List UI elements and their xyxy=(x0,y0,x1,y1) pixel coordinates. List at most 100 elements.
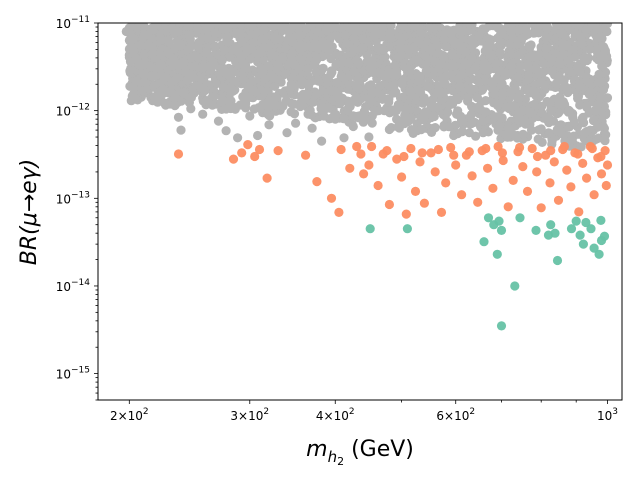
grey-point xyxy=(281,96,291,106)
grey-point xyxy=(538,58,548,68)
data-point xyxy=(417,148,427,158)
grey-point xyxy=(524,70,534,80)
grey-point xyxy=(555,58,566,69)
data-point xyxy=(273,146,283,156)
grey-point xyxy=(497,79,507,89)
data-point xyxy=(558,99,569,109)
grey-point xyxy=(485,23,495,28)
data-point xyxy=(433,144,443,155)
x-axis-label-unit: (GeV) xyxy=(344,437,414,462)
grey-point xyxy=(523,62,533,72)
data-point xyxy=(502,102,512,112)
x-axis-label: mh2 (GeV) xyxy=(306,437,414,468)
grey-point xyxy=(249,30,259,41)
data-point xyxy=(481,143,491,154)
grey-point xyxy=(559,76,569,86)
grey-point xyxy=(514,25,525,35)
grey-point xyxy=(176,23,186,28)
data-point xyxy=(303,64,313,74)
grey-point xyxy=(418,115,428,125)
grey-point xyxy=(248,23,258,29)
grey-point xyxy=(531,63,541,74)
data-point xyxy=(339,133,349,143)
data-point xyxy=(312,89,322,99)
data-point xyxy=(143,30,153,40)
data-point xyxy=(473,197,483,207)
data-point xyxy=(515,142,525,153)
data-point xyxy=(334,207,344,217)
grey-point xyxy=(287,48,297,59)
grey-point xyxy=(541,112,551,122)
grey-point xyxy=(326,86,336,96)
data-point xyxy=(335,99,345,109)
series-1 xyxy=(173,140,613,219)
grey-point xyxy=(564,105,574,115)
data-point xyxy=(596,215,606,225)
grey-point xyxy=(529,99,540,109)
grey-point xyxy=(546,106,556,116)
grey-point xyxy=(333,85,343,95)
data-point xyxy=(546,220,556,230)
x-tick-label: 4×102 xyxy=(316,407,355,423)
data-point xyxy=(455,81,465,91)
data-point xyxy=(562,165,572,175)
grey-point xyxy=(293,23,303,31)
grey-point xyxy=(269,73,279,83)
data-point xyxy=(430,167,440,177)
y-tick-label: 10−12 xyxy=(56,103,90,119)
grey-point xyxy=(331,30,341,40)
grey-point xyxy=(497,113,507,123)
grey-dense-band xyxy=(124,23,613,152)
grey-point xyxy=(392,70,402,80)
data-point xyxy=(136,40,146,50)
grey-point xyxy=(584,89,594,99)
grey-point xyxy=(304,79,314,89)
data-point xyxy=(479,237,489,247)
data-point xyxy=(206,65,216,75)
grey-point xyxy=(578,112,588,122)
data-point xyxy=(590,106,600,116)
data-point xyxy=(401,209,411,219)
grey-point xyxy=(296,91,306,102)
grey-point xyxy=(220,45,230,55)
data-point xyxy=(147,49,157,59)
grey-point xyxy=(466,110,476,120)
grey-point xyxy=(447,99,457,109)
grey-point xyxy=(413,85,423,95)
grey-point xyxy=(572,23,582,30)
data-point xyxy=(326,69,336,79)
data-point xyxy=(178,57,189,67)
data-point xyxy=(573,149,583,159)
data-point xyxy=(176,125,186,135)
data-point xyxy=(602,93,613,103)
grey-point xyxy=(541,33,551,43)
grey-point xyxy=(493,101,503,111)
data-point xyxy=(494,216,504,226)
grey-point xyxy=(269,32,280,42)
data-point xyxy=(553,195,564,205)
x-tick-label: 6×102 xyxy=(436,407,475,423)
data-point xyxy=(498,155,508,166)
data-point xyxy=(503,202,513,212)
data-point xyxy=(260,74,270,84)
grey-point xyxy=(397,79,407,89)
grey-point xyxy=(326,54,336,64)
data-point xyxy=(166,87,176,97)
grey-point xyxy=(386,81,396,91)
grey-point xyxy=(413,36,423,47)
data-point xyxy=(402,117,412,127)
grey-point xyxy=(248,76,258,86)
data-point xyxy=(379,106,389,116)
grey-point xyxy=(259,24,269,34)
y-axis-label: BR(μ→eγ) xyxy=(17,159,42,266)
grey-point xyxy=(398,23,408,31)
grey-point xyxy=(484,34,494,44)
grey-point xyxy=(398,92,408,102)
data-point xyxy=(194,81,204,91)
data-point xyxy=(545,178,555,188)
data-point xyxy=(139,77,149,87)
grey-point xyxy=(332,78,342,88)
data-point xyxy=(278,53,288,63)
data-point xyxy=(446,142,456,153)
grey-point xyxy=(435,89,445,99)
